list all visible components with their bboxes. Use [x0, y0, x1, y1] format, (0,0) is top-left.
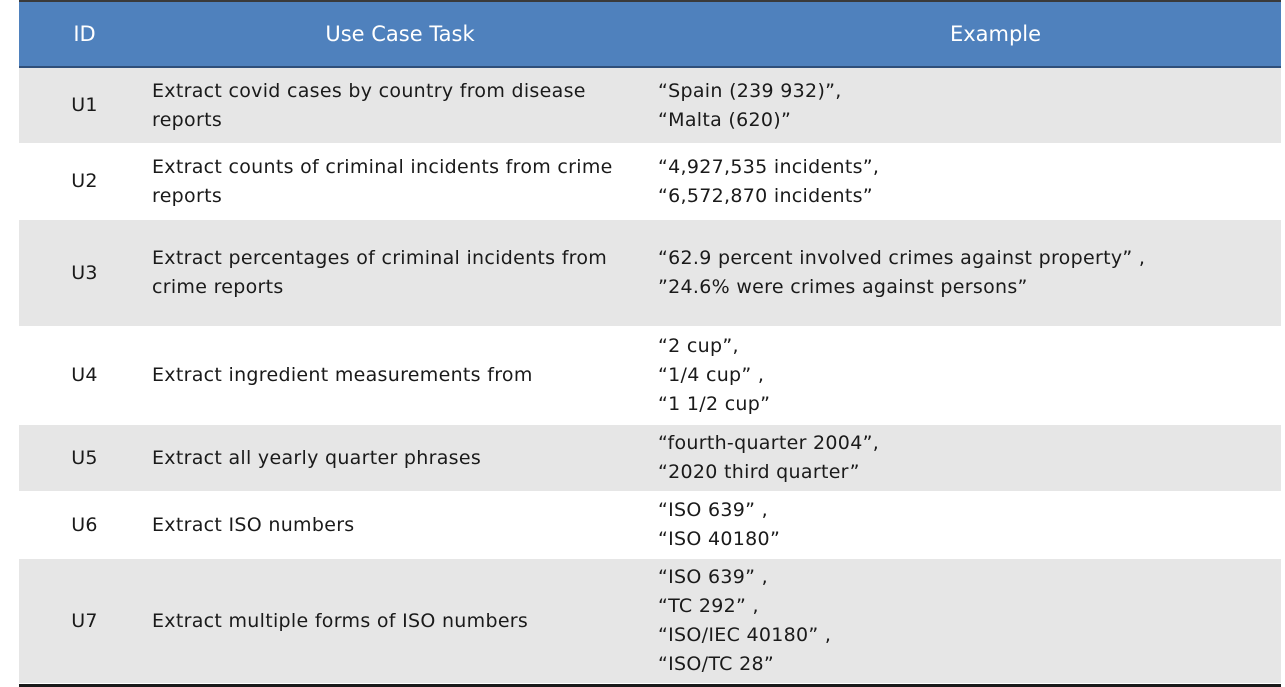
header-id: ID [73, 22, 96, 46]
example-line: “TC 292” , [658, 595, 759, 617]
row-task: Extract ingredient measurements from [150, 361, 650, 390]
header-use-case-task: Use Case Task [325, 22, 475, 46]
row-id: U1 [71, 94, 98, 116]
row-task: Extract all yearly quarter phrases [150, 444, 650, 473]
table-row: U3 Extract percentages of criminal incid… [19, 220, 1281, 327]
task-line: Extract ingredient measurements from [152, 364, 533, 386]
example-line: “1 1/2 cup” [658, 393, 771, 415]
example-line: “2 cup”, [658, 335, 739, 357]
example-line: “ISO 639” , [658, 566, 768, 588]
row-id: U4 [71, 364, 98, 386]
task-line: Extract percentages of criminal incident… [152, 247, 608, 269]
row-id: U2 [71, 170, 98, 192]
row-example: “Spain (239 932)”, “Malta (620)” [650, 77, 1281, 135]
task-line: reports [152, 108, 223, 131]
row-task: Extract ISO numbers [150, 511, 650, 540]
table-row: U1 Extract covid cases by country from d… [19, 68, 1281, 144]
example-line: “2020 third quarter” [658, 461, 860, 483]
row-id: U5 [71, 446, 98, 469]
example-line: “Spain (239 932)”, [658, 79, 842, 102]
example-line: “6,572,870 incidents” [658, 184, 873, 207]
use-case-table: ID Use Case Task Example U1 Extract covi… [19, 0, 1281, 687]
row-task: Extract multiple forms of ISO numbers [150, 607, 650, 636]
example-line: “ISO/IEC 40180” , [658, 624, 832, 646]
row-task: Extract percentages of criminal incident… [150, 244, 650, 302]
example-line: “fourth-quarter 2004”, [658, 432, 880, 454]
example-line: “ISO 40180” [658, 528, 781, 550]
example-line: “62.9 percent involved crimes against pr… [658, 247, 1146, 269]
task-line: Extract counts of criminal incidents fro… [152, 155, 613, 178]
row-task: Extract covid cases by country from dise… [150, 77, 650, 135]
row-example: “4,927,535 incidents”, “6,572,870 incide… [650, 153, 1281, 211]
task-line: reports [152, 184, 223, 207]
task-line: Extract covid cases by country from dise… [152, 79, 586, 102]
table-row: U6 Extract ISO numbers “ISO 639” , “ISO … [19, 492, 1281, 559]
row-example: “fourth-quarter 2004”, “2020 third quart… [650, 429, 1281, 487]
example-line: “4,927,535 incidents”, [658, 155, 880, 178]
task-line: crime reports [152, 276, 284, 298]
row-id: U6 [71, 513, 98, 536]
task-line: Extract ISO numbers [152, 513, 355, 536]
example-line: “ISO 639” , [658, 499, 768, 521]
row-id: U3 [71, 261, 98, 284]
task-line: Extract multiple forms of ISO numbers [152, 609, 529, 632]
header-example: Example [949, 22, 1042, 46]
table-row: U7 Extract multiple forms of ISO numbers… [19, 559, 1281, 684]
table-row: U4 Extract ingredient measurements from … [19, 327, 1281, 425]
example-line: “Malta (620)” [658, 108, 792, 131]
example-line: “1/4 cup” , [658, 364, 765, 386]
table-row: U5 Extract all yearly quarter phrases “f… [19, 425, 1281, 492]
table-row: U2 Extract counts of criminal incidents … [19, 144, 1281, 220]
row-id: U7 [71, 609, 98, 632]
row-example: “ISO 639” , “ISO 40180” [650, 496, 1281, 554]
table-header: ID Use Case Task Example [19, 2, 1281, 68]
task-line: Extract all yearly quarter phrases [152, 446, 482, 469]
example-line: “ISO/TC 28” [658, 653, 774, 675]
example-line: ”24.6% were crimes against persons” [658, 276, 1028, 298]
row-example: “2 cup”, “1/4 cup” , “1 1/2 cup” [650, 332, 1281, 419]
row-example: “62.9 percent involved crimes against pr… [650, 244, 1281, 302]
row-task: Extract counts of criminal incidents fro… [150, 153, 650, 211]
row-example: “ISO 639” , “TC 292” , “ISO/IEC 40180” ,… [650, 563, 1281, 679]
